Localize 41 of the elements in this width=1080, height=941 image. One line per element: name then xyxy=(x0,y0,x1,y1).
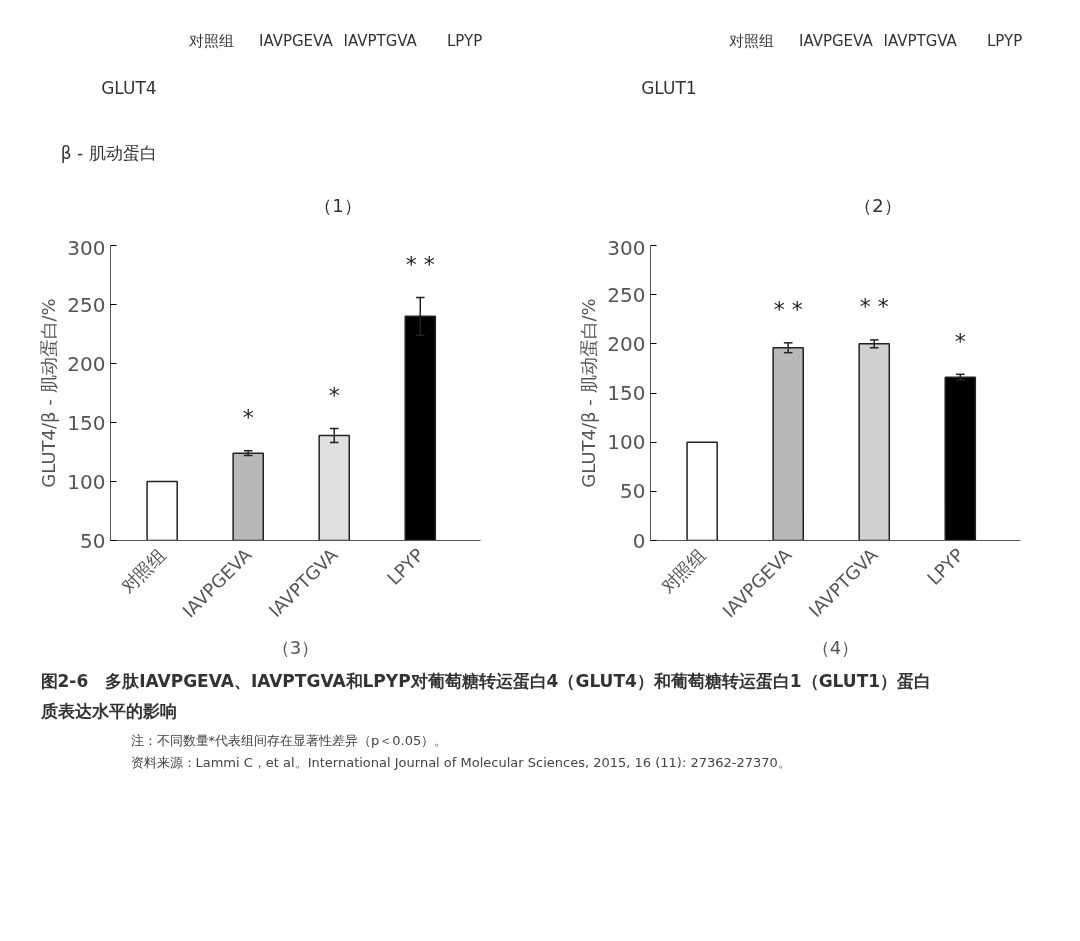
y-tick-label: 150 xyxy=(67,410,106,435)
y-tick-label: 100 xyxy=(607,430,646,455)
data-label: * xyxy=(954,328,966,354)
x-axis-title: （3） xyxy=(271,636,320,658)
y-tick-label: 250 xyxy=(607,282,646,307)
text: 资料来源：Lammi C，et al。International Journal of Molecular Sciences, 2015, 16 (11): 27362-27370。 xyxy=(130,755,791,770)
x-axis-title: （4） xyxy=(811,636,860,658)
category-label: LPYP xyxy=(986,32,1023,51)
category-label: 对照组 xyxy=(188,32,234,51)
category-label: IAVPTGVA xyxy=(883,32,958,51)
y-tick-label: 0 xyxy=(632,528,646,553)
data-label: * * xyxy=(859,294,889,320)
text: 图2-6 多肽IAVPGEVA、IAVPTGVA和LPYP对葡萄糖转运蛋白4（GLUT4）和葡萄糖转运蛋白1（GLUT1）蛋白质表达水平的影响 xyxy=(39,670,932,721)
data-label: * xyxy=(328,382,340,408)
y-tick-label: 100 xyxy=(67,469,106,494)
text: GLUT1 xyxy=(641,78,697,99)
y-tick-label: 200 xyxy=(67,351,106,376)
y-tick-label: 50 xyxy=(620,479,646,504)
y-axis-title: GLUT4/β - 肌动蛋白/% xyxy=(578,298,600,488)
y-tick-label: 300 xyxy=(67,235,106,260)
y-tick-label: 150 xyxy=(607,381,646,405)
category-label: IAVPGEVA xyxy=(798,32,874,51)
y-tick-label: 300 xyxy=(607,235,646,260)
text: （1） xyxy=(314,194,362,216)
text: （2） xyxy=(854,194,902,216)
y-axis-title: GLUT4/β - 肌动蛋白/% xyxy=(38,298,60,488)
x-tick-label: 对照组 xyxy=(116,544,170,598)
category-label: 对照组 xyxy=(728,32,774,51)
category-label: LPYP xyxy=(446,32,483,51)
text: GLUT4 xyxy=(101,78,157,99)
category-label: IAVPGEVA xyxy=(258,32,334,51)
y-tick-label: 250 xyxy=(67,292,106,317)
data-label: * * xyxy=(405,251,435,277)
data-label: * * xyxy=(773,297,803,323)
text: 注：不同数量*代表组间存在显著性差异（p＜0.05）。 xyxy=(130,733,448,748)
y-tick-label: 200 xyxy=(607,331,646,356)
y-tick-label: 50 xyxy=(80,528,106,553)
x-tick-label: 对照组 xyxy=(656,544,710,598)
category-label: IAVPTGVA xyxy=(343,32,418,51)
data-label: * xyxy=(242,405,254,431)
text: β - 肌动蛋白 xyxy=(60,142,157,163)
